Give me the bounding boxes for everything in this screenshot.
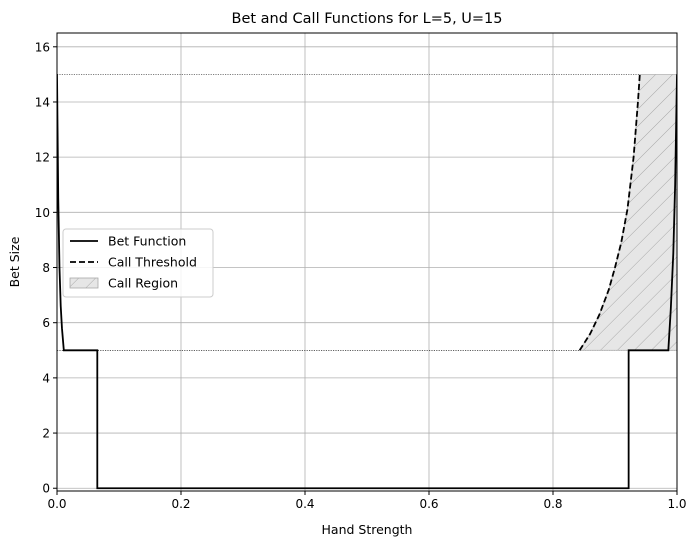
- legend-label-call-threshold: Call Threshold: [108, 255, 197, 270]
- legend-box: [62, 228, 214, 298]
- y-tick-label: 16: [35, 40, 50, 54]
- x-tick-label: 0.4: [295, 497, 314, 511]
- axis-ticks: 0.0 0.2 0.4 0.6 0.8 1.0 0 2 4 6 8 10 12 14 16: [35, 40, 687, 511]
- y-tick-label: 12: [35, 151, 50, 165]
- reference-lines: [57, 74, 677, 351]
- call-threshold-line: [578, 74, 641, 351]
- legend-label-bet-function: Bet Function: [108, 234, 186, 249]
- x-tick-label: 0.0: [47, 497, 66, 511]
- legend-label-call-region: Call Region: [108, 276, 178, 291]
- grid: [56, 33, 678, 491]
- series-group: [57, 73, 677, 490]
- y-tick-label: 6: [42, 316, 50, 330]
- x-tick-label: 0.8: [543, 497, 562, 511]
- bet-function-line: [57, 74, 677, 490]
- x-tick-label: 0.6: [419, 497, 438, 511]
- chart-title: Bet and Call Functions for L=5, U=15: [232, 11, 503, 27]
- x-tick-label: 1.0: [667, 497, 686, 511]
- y-tick-label: 4: [42, 371, 50, 385]
- x-axis-label: Hand Strength: [322, 522, 413, 537]
- plot-frame: [56, 32, 678, 492]
- y-tick-label: 8: [42, 261, 50, 275]
- legend-swatch-call-region-hatch: [70, 278, 98, 288]
- legend: Bet Function Call Threshold Call Region: [62, 228, 214, 298]
- y-axis-label: Bet Size: [7, 236, 22, 287]
- y-tick-label: 14: [35, 95, 50, 109]
- y-tick-label: 2: [42, 427, 50, 441]
- y-tick-label: 0: [42, 482, 50, 496]
- x-tick-label: 0.2: [171, 497, 190, 511]
- y-tick-label: 10: [35, 206, 50, 220]
